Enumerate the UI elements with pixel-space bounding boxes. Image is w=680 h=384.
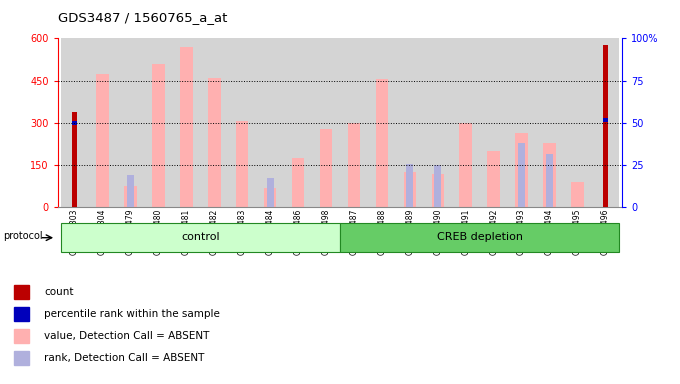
Bar — [144, 38, 172, 207]
Bar — [543, 142, 556, 207]
Text: protocol: protocol — [3, 231, 43, 241]
Bar — [479, 38, 508, 207]
Bar — [432, 174, 444, 207]
Bar — [152, 64, 165, 207]
Text: GDS3487 / 1560765_a_at: GDS3487 / 1560765_a_at — [58, 12, 227, 25]
Bar — [424, 38, 452, 207]
Bar — [96, 74, 109, 207]
Text: CREB depletion: CREB depletion — [437, 232, 523, 242]
Bar — [180, 47, 192, 207]
Bar — [347, 123, 360, 207]
Bar — [452, 38, 479, 207]
Bar — [88, 38, 116, 207]
Bar — [256, 38, 284, 207]
Bar — [396, 38, 424, 207]
Bar — [488, 151, 500, 207]
Bar — [208, 78, 220, 207]
Bar — [73, 112, 77, 207]
Bar — [14, 329, 29, 343]
Bar — [284, 38, 312, 207]
Bar — [460, 123, 472, 207]
Bar — [403, 172, 416, 207]
Bar — [61, 38, 88, 207]
Bar — [518, 142, 525, 207]
Text: value, Detection Call = ABSENT: value, Detection Call = ABSENT — [44, 331, 209, 341]
Bar — [515, 133, 528, 207]
Bar — [267, 178, 273, 207]
Bar — [603, 118, 607, 122]
Bar — [73, 121, 77, 125]
Bar — [508, 38, 536, 207]
Bar — [435, 165, 441, 207]
Text: control: control — [181, 232, 220, 242]
Bar — [603, 45, 607, 207]
Bar — [592, 38, 619, 207]
Bar — [14, 285, 29, 299]
Bar — [61, 223, 340, 252]
Bar — [14, 307, 29, 321]
Bar — [236, 121, 248, 207]
Bar — [201, 38, 228, 207]
Bar — [368, 38, 396, 207]
Bar — [564, 38, 592, 207]
Bar — [340, 223, 619, 252]
Bar — [312, 38, 340, 207]
Text: percentile rank within the sample: percentile rank within the sample — [44, 309, 220, 319]
Bar — [228, 38, 256, 207]
Bar — [407, 164, 413, 207]
Bar — [172, 38, 201, 207]
Bar — [264, 188, 277, 207]
Bar — [116, 38, 144, 207]
Bar — [14, 351, 29, 365]
Bar — [375, 79, 388, 207]
Bar — [127, 175, 134, 207]
Bar — [546, 154, 553, 207]
Text: rank, Detection Call = ABSENT: rank, Detection Call = ABSENT — [44, 353, 205, 363]
Bar — [124, 186, 137, 207]
Bar — [292, 158, 305, 207]
Text: count: count — [44, 287, 73, 297]
Bar — [571, 182, 584, 207]
Bar — [340, 38, 368, 207]
Bar — [320, 129, 333, 207]
Bar — [536, 38, 564, 207]
